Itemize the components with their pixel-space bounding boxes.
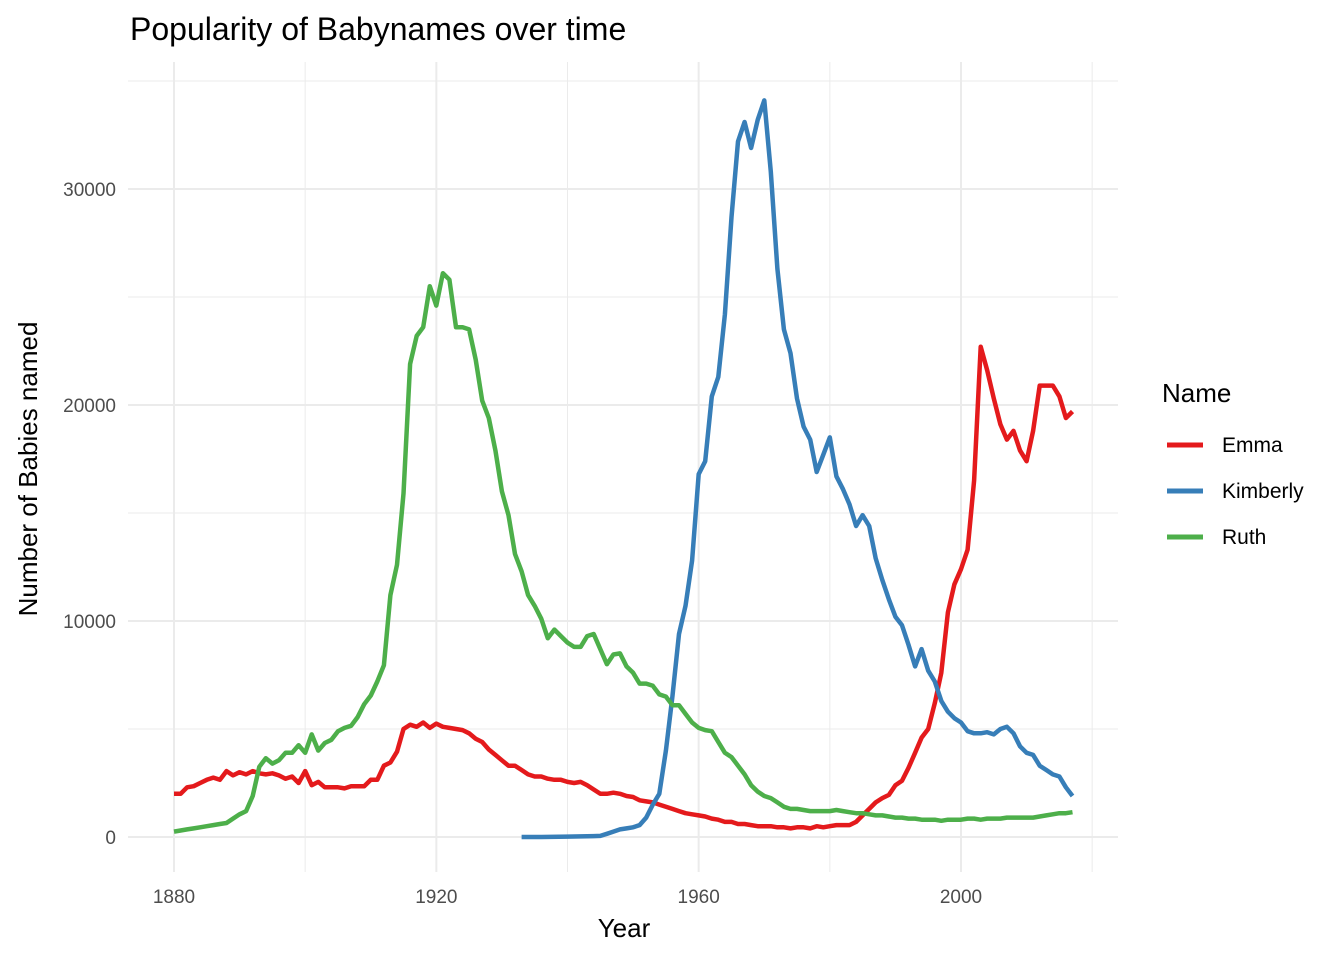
x-axis-title: Year [598,913,651,943]
legend-label-ruth: Ruth [1222,526,1266,549]
series-line-kimberly [521,98,1075,840]
legend-label-emma: Emma [1222,434,1283,457]
x-axis-ticks: 1880 1920 1960 2000 [153,887,982,908]
series-lines [173,98,1075,840]
y-axis-title: Number of Babies named [13,322,43,617]
legend-title: Name [1162,378,1231,408]
x-tick-label: 1880 [153,887,195,908]
y-tick-label: 0 [105,828,116,849]
series-line-ruth [173,270,1073,834]
x-tick-label: 2000 [940,887,982,908]
x-tick-label: 1920 [415,887,457,908]
grid [128,62,1118,872]
series-line-emma [174,344,1075,831]
x-tick-label: 1960 [678,887,720,908]
legend-label-kimberly: Kimberly [1222,480,1304,503]
y-tick-label: 20000 [63,396,116,417]
legend: Name Emma Kimberly Ruth [1162,378,1304,549]
y-axis-ticks: 0 10000 20000 30000 [63,180,116,849]
y-tick-label: 30000 [63,180,116,201]
y-tick-label: 10000 [63,612,116,633]
chart-title: Popularity of Babynames over time [130,11,626,47]
